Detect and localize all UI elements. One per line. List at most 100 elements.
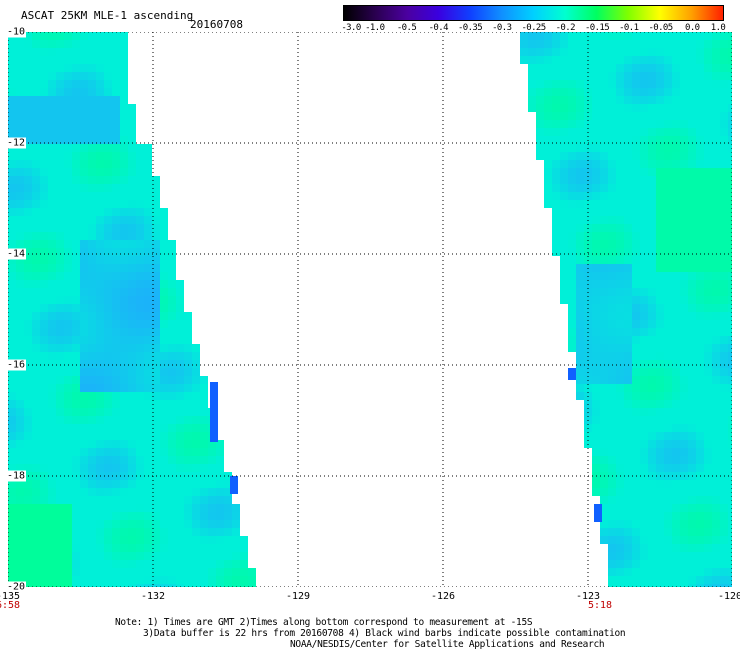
swath-cell <box>568 88 576 96</box>
swath-cell <box>712 344 720 352</box>
swath-cell <box>72 416 80 424</box>
swath-cell <box>128 352 136 360</box>
swath-cell <box>576 368 584 376</box>
swath-cell <box>648 168 656 176</box>
swath-cell <box>552 200 560 208</box>
swath-cell <box>600 168 608 176</box>
swath-cell <box>648 392 656 400</box>
swath-cell <box>720 448 728 456</box>
swath-cell <box>88 488 96 496</box>
swath-cell <box>608 416 616 424</box>
swath-cell <box>672 96 680 104</box>
swath-cell <box>80 408 88 416</box>
swath-cell <box>24 368 32 376</box>
swath-cell <box>128 376 136 384</box>
swath-cell <box>80 576 88 584</box>
swath-cell <box>8 112 16 120</box>
swath-cell <box>600 352 608 360</box>
swath-cell <box>728 384 732 392</box>
swath-cell <box>32 312 40 320</box>
swath-cell <box>688 200 696 208</box>
swath-cell <box>624 192 632 200</box>
swath-cell <box>32 448 40 456</box>
swath-cell <box>48 320 56 328</box>
swath-cell <box>24 56 32 64</box>
swath-cell <box>152 224 160 232</box>
swath-cell <box>232 584 240 587</box>
swath-cell <box>176 416 184 424</box>
swath-cell <box>624 88 632 96</box>
swath-cell <box>648 320 656 328</box>
swath-cell <box>104 560 112 568</box>
swath-cell <box>48 160 56 168</box>
swath-cell <box>680 416 688 424</box>
swath-cell <box>608 400 616 408</box>
swath-cell <box>704 296 712 304</box>
swath-cell <box>40 560 48 568</box>
swath-cell <box>136 160 144 168</box>
swath-cell <box>536 80 544 88</box>
swath-cell <box>120 32 128 40</box>
swath-cell <box>56 184 64 192</box>
swath-cell <box>120 208 128 216</box>
swath-cell <box>120 160 128 168</box>
swath-cell <box>56 208 64 216</box>
swath-cell <box>648 96 656 104</box>
swath-cell <box>24 344 32 352</box>
swath-cell <box>120 128 128 136</box>
swath-cell <box>608 136 616 144</box>
swath-cell <box>8 424 16 432</box>
swath-cell <box>152 384 160 392</box>
swath-cell <box>632 152 640 160</box>
swath-cell <box>664 504 672 512</box>
swath-cell <box>672 504 680 512</box>
swath-cell <box>56 56 64 64</box>
swath-cell <box>712 392 720 400</box>
swath-cell <box>72 72 80 80</box>
swath-cell <box>728 96 732 104</box>
swath-cell <box>128 368 136 376</box>
swath-cell <box>8 408 16 416</box>
swath-cell <box>640 408 648 416</box>
swath-cell <box>680 216 688 224</box>
swath-cell <box>128 536 136 544</box>
swath-cell <box>624 304 632 312</box>
swath-cell <box>632 72 640 80</box>
swath-cell <box>632 368 640 376</box>
swath-cell <box>712 80 720 88</box>
swath-cell <box>664 496 672 504</box>
swath-cell <box>56 128 64 136</box>
swath-cell <box>48 496 56 504</box>
swath-cell <box>112 168 120 176</box>
swath-cell <box>696 560 704 568</box>
swath-cell <box>656 32 664 40</box>
swath-cell <box>160 464 168 472</box>
swath-cell <box>720 432 728 440</box>
swath-cell <box>648 336 656 344</box>
swath-cell <box>8 296 16 304</box>
swath-cell <box>696 344 704 352</box>
swath-cell <box>664 488 672 496</box>
swath-cell <box>24 40 32 48</box>
swath-cell <box>616 272 624 280</box>
swath-cell <box>728 176 732 184</box>
swath-cell <box>656 384 664 392</box>
swath-cell <box>656 568 664 576</box>
swath-cell <box>200 584 208 587</box>
swath-cell <box>120 464 128 472</box>
swath-cell <box>24 224 32 232</box>
swath-cell <box>600 528 608 536</box>
swath-cell <box>688 552 696 560</box>
swath-cell <box>568 160 576 168</box>
swath-cell <box>200 416 208 424</box>
swath-cell <box>656 528 664 536</box>
swath-cell <box>728 376 732 384</box>
swath-cell <box>704 264 712 272</box>
swath-cell <box>8 280 16 288</box>
swath-cell <box>208 440 216 448</box>
swath-cell <box>40 544 48 552</box>
swath-cell <box>48 192 56 200</box>
swath-cell <box>640 272 648 280</box>
swath-cell <box>64 392 72 400</box>
swath-cell <box>8 560 16 568</box>
